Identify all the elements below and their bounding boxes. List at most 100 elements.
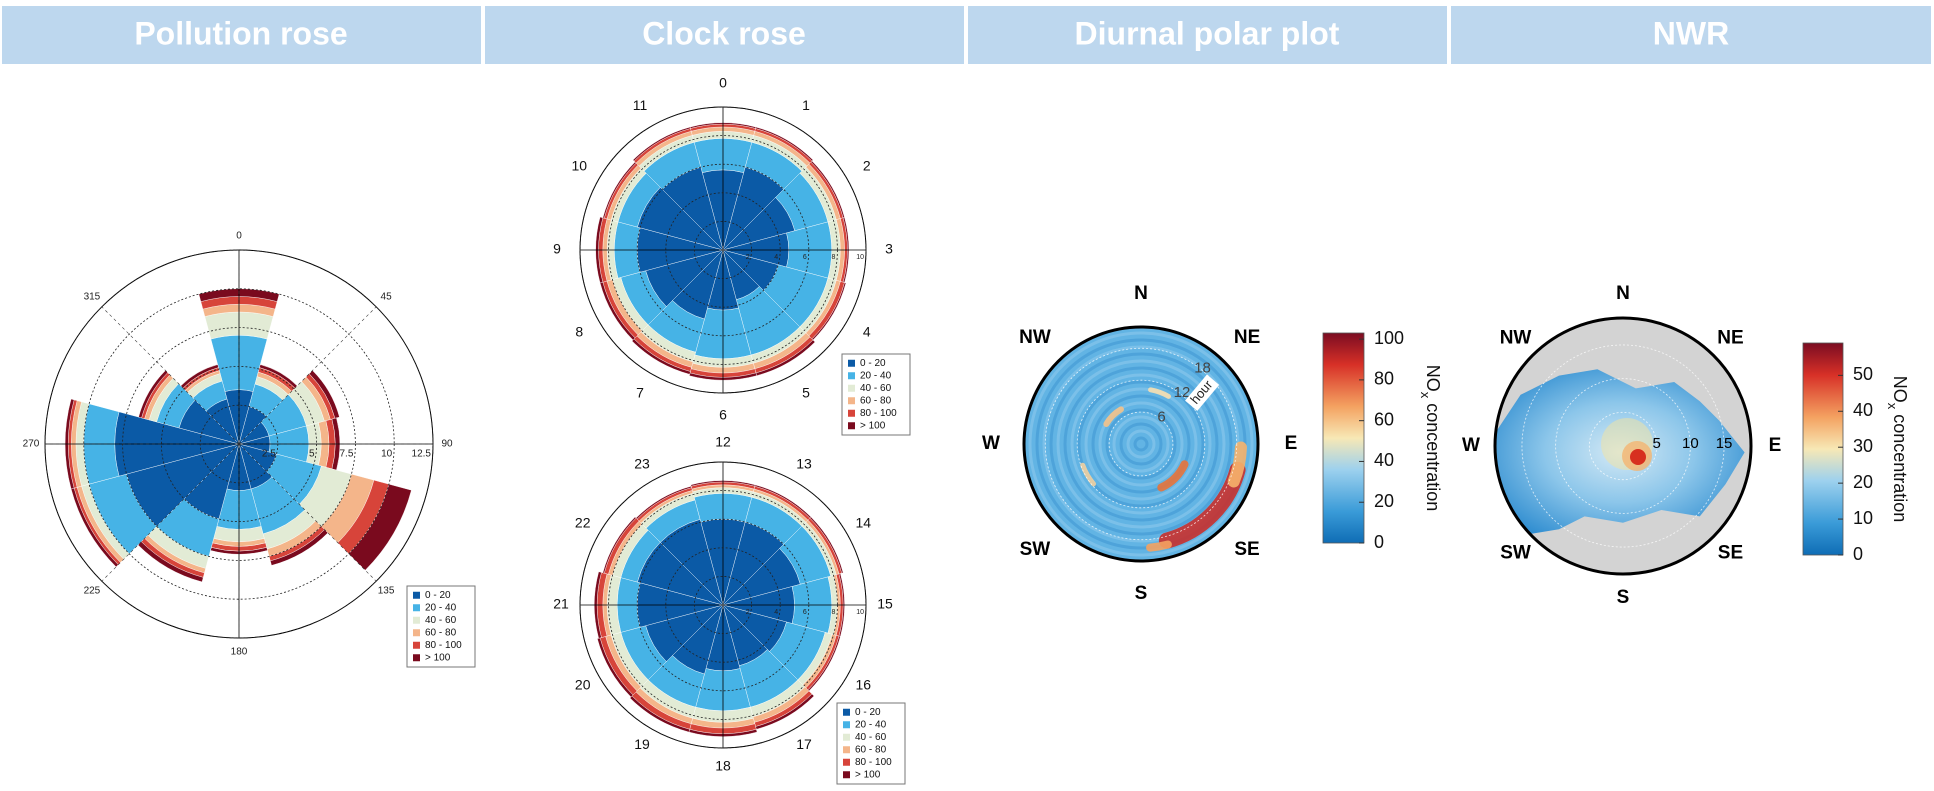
angle-label: 270 — [23, 439, 40, 450]
r-tick-label: 7.5 — [339, 449, 353, 460]
hour-label: 2 — [863, 158, 871, 174]
legend-label: 0 - 20 — [855, 707, 881, 718]
r-label-box — [1185, 374, 1220, 411]
colorbar-label: NOx concentration — [1885, 376, 1910, 523]
legend-label: 20 - 40 — [855, 719, 887, 730]
spoke — [238, 443, 377, 582]
heat-ring — [1119, 422, 1163, 466]
direction-label: NW — [1500, 328, 1532, 349]
grid-circle — [665, 192, 781, 308]
legend-label: > 100 — [855, 769, 881, 780]
colorbar-tick-label: 40 — [1853, 400, 1873, 420]
legend-swatch — [848, 384, 855, 392]
legend-swatch — [843, 746, 850, 754]
heat-patch — [1630, 449, 1646, 465]
legend-swatch — [848, 397, 855, 405]
polar-heatmap: 5 10 15 N NE E SE S SW W NW 0 10 20 30 40 50 NOx concentr… — [1462, 283, 1910, 608]
heat-ring — [1063, 366, 1219, 522]
angle-label: 90 — [441, 439, 453, 450]
legend-swatch — [843, 733, 850, 741]
spoke — [101, 306, 240, 445]
r-tick-label: 5 — [1653, 435, 1661, 452]
header-box — [968, 6, 1447, 64]
direction-label: S — [1135, 583, 1148, 604]
r-tick-label: 18 — [1194, 360, 1211, 377]
direction-label: SW — [1020, 539, 1051, 560]
legend-swatch — [848, 359, 855, 367]
r-tick-label: 2 — [746, 609, 750, 616]
heat-ring — [1028, 331, 1254, 557]
colorbar-tick-label: 40 — [1374, 450, 1394, 470]
angle-label: 180 — [231, 647, 248, 658]
colorbar-tick-label: 30 — [1853, 436, 1873, 456]
legend-box — [836, 702, 906, 785]
colorbar-tick-label: 80 — [1374, 369, 1394, 389]
r-tick-label: 10 — [856, 609, 864, 616]
colorbar-tick-label: 0 — [1374, 532, 1384, 552]
heat-patch — [1080, 462, 1097, 487]
grid-circle — [579, 461, 867, 749]
colorbar-label: NOx concentration — [1418, 365, 1443, 512]
wedge-segment — [632, 126, 691, 162]
hour-label: 6 — [719, 407, 727, 423]
r-tick-label: 2.5 — [262, 449, 276, 460]
colorbar-tick-label: 10 — [1853, 508, 1873, 528]
legend-box — [841, 353, 911, 436]
hour-label: 8 — [575, 324, 583, 340]
legend-swatch — [843, 771, 850, 779]
r-tick-label: 6 — [1157, 409, 1165, 426]
heat-ring — [1112, 415, 1170, 473]
colorbar-tick-label: 60 — [1374, 409, 1394, 429]
legend-swatch — [413, 604, 420, 612]
legend-swatch — [413, 591, 420, 599]
colorbar — [1322, 332, 1365, 544]
legend-swatch — [413, 629, 420, 637]
heat-ring — [1084, 387, 1198, 501]
heat-patch — [1148, 387, 1171, 399]
direction-label: S — [1617, 587, 1630, 608]
direction-label: E — [1769, 435, 1782, 456]
r-tick-label: 12 — [1174, 384, 1191, 401]
legend-label: > 100 — [425, 652, 451, 663]
grid-circle — [83, 288, 395, 600]
legend-label: 40 - 60 — [425, 615, 457, 626]
header-box — [1451, 6, 1931, 64]
hour-label: 7 — [636, 384, 644, 400]
colorbar — [1802, 342, 1844, 556]
grid-circle — [1555, 378, 1691, 514]
colorbar-label-part: concentration — [1423, 398, 1443, 511]
wedge-segment — [602, 516, 637, 574]
legend-swatch — [843, 708, 850, 716]
grid-circle — [160, 365, 317, 522]
header-box — [485, 6, 964, 64]
legend-label: 20 - 40 — [860, 370, 892, 381]
r-tick-label: 6 — [803, 609, 807, 616]
wedge-segment — [635, 485, 692, 520]
r-tick-label: 8 — [831, 609, 835, 616]
heat-ring — [1105, 408, 1177, 480]
header-box — [2, 6, 481, 64]
grid-circle — [1108, 411, 1174, 477]
wedge-segment — [138, 370, 168, 419]
direction-label: SE — [1234, 539, 1259, 560]
legend-swatch — [848, 372, 855, 380]
panel-title: Diurnal polar plot — [1075, 15, 1340, 51]
legend-label: 60 - 80 — [425, 627, 457, 638]
hour-label: 10 — [571, 158, 587, 174]
colorbar-tick-label: 20 — [1853, 472, 1873, 492]
hour-label: 12 — [715, 434, 731, 450]
heat-patch — [1157, 460, 1189, 492]
wind-rose: 2.5 5 7.5 10 12.5 0 45 90 135 180 225 270 315 0 - 202… — [23, 231, 476, 668]
heat-ring — [1070, 373, 1212, 515]
legend-label: 80 - 100 — [860, 408, 897, 419]
spoke — [238, 306, 377, 445]
hour-label: 1 — [802, 97, 810, 113]
hour-label: 17 — [796, 736, 812, 752]
colorbar-label-part: NO — [1423, 365, 1443, 392]
direction-label: NW — [1019, 327, 1051, 348]
hour-label: 13 — [796, 455, 812, 471]
grid-circle — [636, 163, 810, 337]
